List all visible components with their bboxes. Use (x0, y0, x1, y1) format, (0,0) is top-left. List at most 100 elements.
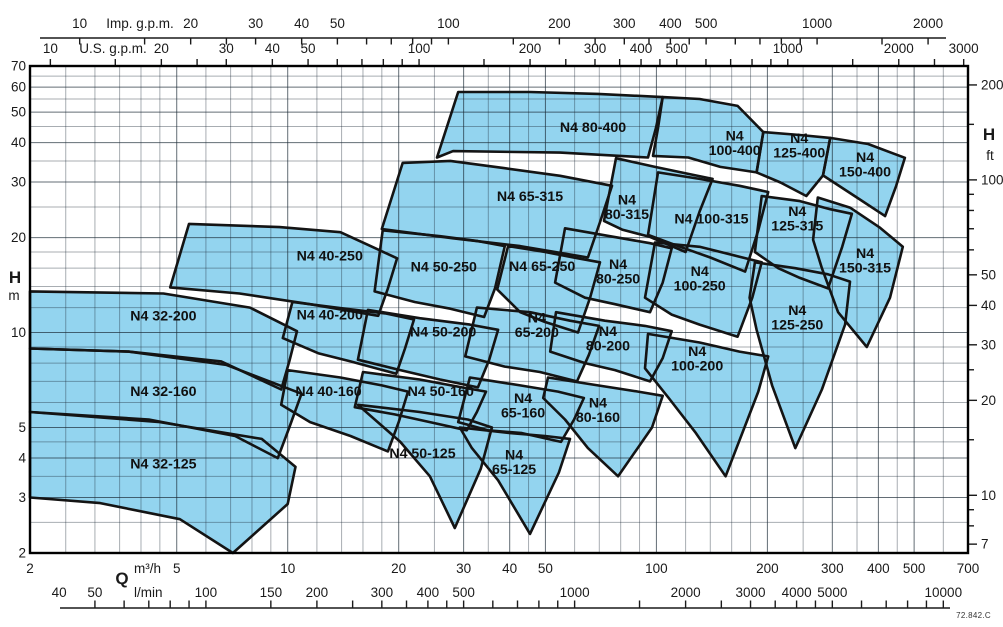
pump-field-n4-150-400 (823, 137, 905, 217)
pump-outline-n4-150-400 (821, 136, 907, 218)
pump-label-n4-125-250: N4 125-250 (771, 303, 823, 334)
x-bottom-lmin-unit: l/min (134, 585, 163, 600)
svg-text:30: 30 (248, 16, 263, 31)
svg-text:50: 50 (981, 267, 996, 282)
log-grid (30, 66, 968, 553)
svg-text:40: 40 (502, 561, 517, 576)
svg-text:200: 200 (981, 77, 1003, 92)
svg-text:40: 40 (265, 41, 280, 56)
svg-text:10: 10 (72, 16, 87, 31)
svg-text:400: 400 (630, 41, 653, 56)
pump-outline-n4-40-200 (281, 300, 416, 376)
x-bottom-title: Q (115, 569, 128, 588)
svg-text:50: 50 (330, 16, 345, 31)
svg-text:50: 50 (538, 561, 553, 576)
pump-label-n4-32-160: N4 32-160 (130, 384, 196, 400)
svg-text:40: 40 (294, 16, 309, 31)
svg-text:4000: 4000 (782, 585, 812, 600)
pump-field-n4-80-250 (555, 228, 672, 313)
pump-label-n4-100-250: N4 100-250 (674, 264, 726, 295)
svg-text:40: 40 (11, 135, 26, 150)
pump-outline-n4-80-400 (435, 90, 664, 159)
svg-text:200: 200 (548, 16, 571, 31)
pump-outline-n4-50-125 (356, 403, 494, 530)
svg-text:20: 20 (154, 41, 169, 56)
svg-text:2000: 2000 (884, 41, 914, 56)
pump-outline-n4-65-200 (463, 306, 601, 383)
svg-text:10: 10 (981, 488, 996, 503)
pump-outline-n4-150-315 (811, 196, 905, 349)
pump-field-n4-32-125 (30, 412, 296, 553)
svg-text:50: 50 (87, 585, 102, 600)
svg-text:30: 30 (456, 561, 471, 576)
y-right-unit: ft (986, 148, 994, 163)
svg-text:7: 7 (981, 537, 989, 552)
svg-text:70: 70 (11, 59, 26, 74)
svg-text:200: 200 (756, 561, 779, 576)
svg-text:300: 300 (613, 16, 636, 31)
pump-label-n4-80-315: N4 80-315 (605, 192, 649, 223)
svg-text:5: 5 (173, 561, 181, 576)
pump-field-n4-100-315 (648, 172, 769, 272)
pump-outlines (28, 90, 907, 555)
pump-outline-n4-100-250 (643, 241, 763, 338)
svg-text:100: 100 (981, 172, 1003, 187)
pump-label-n4-100-400: N4 100-400 (709, 129, 761, 160)
svg-text:20: 20 (981, 393, 996, 408)
svg-text:200: 200 (519, 41, 542, 56)
svg-text:2000: 2000 (671, 585, 701, 600)
pump-outline-n4-50-160 (353, 370, 488, 432)
pump-label-n4-65-125: N4 65-125 (492, 448, 536, 479)
pump-field-n4-32-160 (30, 348, 302, 459)
svg-text:500: 500 (695, 16, 718, 31)
x-bottom-m3h-unit: m³/h (134, 561, 161, 576)
pump-label-n4-40-160: N4 40-160 (295, 384, 361, 400)
x-top-us-unit: U.S. g.p.m. (79, 41, 147, 56)
y-left-title: H (9, 268, 21, 287)
pump-field-n4-80-400 (437, 92, 663, 158)
svg-text:3: 3 (18, 490, 26, 505)
svg-text:10: 10 (43, 41, 58, 56)
pump-label-n4-40-250: N4 40-250 (297, 249, 363, 265)
pump-label-n4-125-315: N4 125-315 (771, 204, 823, 235)
svg-text:50: 50 (301, 41, 316, 56)
svg-text:300: 300 (821, 561, 844, 576)
svg-text:5: 5 (18, 420, 26, 435)
pump-label-n4-80-400: N4 80-400 (560, 120, 626, 136)
pump-outline-n4-50-200 (356, 308, 500, 389)
pump-label-n4-150-400: N4 150-400 (839, 150, 891, 181)
pump-field-n4-125-250 (749, 262, 850, 449)
pump-outline-n4-32-200 (28, 290, 299, 391)
pump-outline-n4-40-250 (168, 222, 399, 318)
pump-outline-n4-32-160 (28, 347, 303, 460)
pump-outline-n4-80-160 (541, 376, 664, 478)
svg-text:400: 400 (659, 16, 682, 31)
pump-label-n4-65-200: N4 65-200 (515, 311, 559, 342)
pump-fields (30, 92, 905, 553)
pump-field-n4-150-315 (813, 197, 903, 347)
pump-label-n4-100-200: N4 100-200 (671, 344, 723, 375)
svg-text:200: 200 (306, 585, 329, 600)
pump-labels: N4 32-125 N4 32-160 N4 32-200 N4 40-160 N4 4… (130, 120, 891, 478)
pump-field-n4-100-400 (653, 97, 764, 173)
svg-text:400: 400 (867, 561, 890, 576)
svg-text:300: 300 (584, 41, 607, 56)
pump-label-n4-50-125: N4 50-125 (389, 446, 455, 462)
svg-text:40: 40 (52, 585, 67, 600)
pump-label-n4-65-315: N4 65-315 (497, 189, 563, 205)
pump-outline-n4-125-400 (755, 130, 832, 198)
pump-label-n4-50-160: N4 50-160 (408, 384, 474, 400)
pump-label-n4-40-200: N4 40-200 (297, 307, 363, 323)
pump-label-n4-65-250: N4 65-250 (509, 259, 575, 275)
svg-text:10000: 10000 (925, 585, 963, 600)
drawing-number: 72.842.C (956, 611, 991, 620)
pump-field-n4-40-250 (170, 223, 398, 316)
svg-text:100: 100 (408, 41, 431, 56)
pump-outline-n4-125-250 (748, 261, 852, 450)
svg-text:100: 100 (645, 561, 668, 576)
pump-field-n4-80-200 (550, 312, 672, 382)
svg-text:100: 100 (437, 16, 460, 31)
y-left-unit: m (8, 288, 19, 303)
svg-text:50: 50 (11, 105, 26, 120)
